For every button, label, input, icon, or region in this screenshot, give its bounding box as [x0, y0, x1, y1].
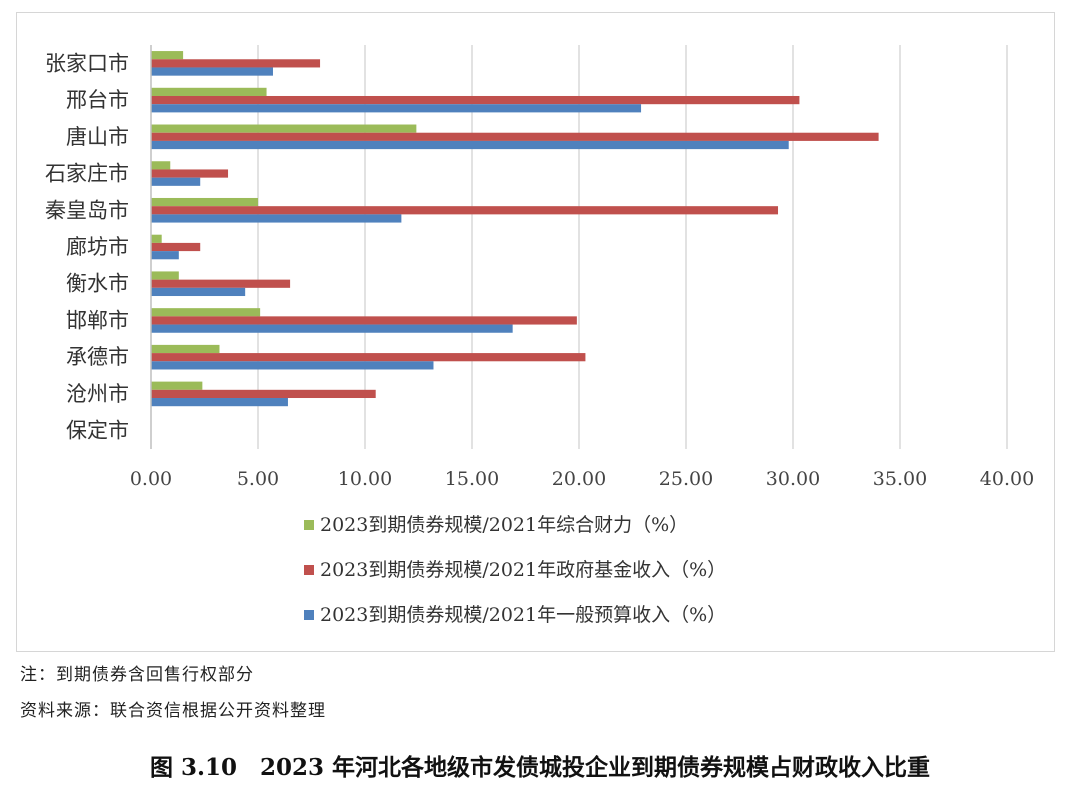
legend: 2023到期债券规模/2021年综合财力（%） 2023到期债券规模/2021年政… — [304, 514, 726, 626]
x-tick-label: 5.00 — [237, 468, 279, 490]
bar — [151, 316, 577, 325]
bar — [151, 51, 184, 60]
bar — [151, 242, 201, 252]
legend-swatch — [304, 610, 314, 620]
bar — [151, 132, 879, 141]
y-category-label: 张家口市 — [45, 51, 129, 75]
bar — [151, 361, 434, 370]
bar — [151, 214, 402, 223]
y-category-label: 保定市 — [66, 419, 129, 443]
x-tick-label: 10.00 — [338, 468, 392, 490]
bars — [151, 51, 879, 407]
bar — [151, 140, 789, 150]
figure-caption: 图 3.10 2023 年河北各地级市发债城投企业到期债券规模占财政收入比重 — [149, 754, 931, 781]
bar — [151, 67, 273, 76]
x-tick-label: 25.00 — [659, 468, 713, 490]
bar — [151, 279, 291, 288]
y-category-label: 邢台市 — [66, 88, 129, 112]
bar — [151, 389, 376, 399]
bar — [151, 59, 321, 68]
legend-label: 2023到期债券规模/2021年综合财力（%） — [320, 514, 688, 536]
bar — [151, 234, 162, 243]
bar — [151, 251, 179, 260]
x-tick-label: 40.00 — [980, 468, 1034, 490]
bar — [151, 206, 779, 215]
bar — [151, 398, 288, 407]
bar — [151, 95, 800, 105]
chart-source: 资料来源：联合资信根据公开资料整理 — [20, 701, 326, 721]
y-category-label: 唐山市 — [66, 125, 129, 149]
x-tick-label: 35.00 — [873, 468, 927, 490]
legend-label: 2023到期债券规模/2021年一般预算收入（%） — [320, 604, 726, 626]
bar — [151, 161, 171, 170]
bar — [151, 197, 258, 207]
x-tick-label: 30.00 — [766, 468, 820, 490]
chart-frame: 张家口市邢台市唐山市石家庄市秦皇岛市廊坊市衡水市邯郸市承德市沧州市保定市 0.0… — [16, 12, 1055, 652]
bar — [151, 104, 642, 113]
y-category-label: 秦皇岛市 — [45, 198, 129, 222]
bar — [151, 344, 220, 354]
y-category-label: 衡水市 — [66, 272, 129, 296]
bar — [151, 287, 246, 297]
x-tick-label: 0.00 — [130, 468, 172, 490]
bar — [151, 87, 267, 96]
bar — [151, 124, 417, 133]
bar — [151, 308, 261, 317]
legend-label: 2023到期债券规模/2021年政府基金收入（%） — [320, 559, 726, 581]
bar — [151, 177, 201, 186]
y-category-label: 石家庄市 — [45, 162, 129, 186]
bar — [151, 324, 513, 333]
y-category-label: 廊坊市 — [66, 235, 129, 259]
x-tick-label: 20.00 — [552, 468, 606, 490]
x-axis: 0.00 5.00 10.00 15.00 20.00 25.00 30.00 35.00 40… — [130, 45, 1034, 490]
chart-note: 注：到期债券含回售行权部分 — [20, 665, 254, 685]
y-category-label: 邯郸市 — [66, 308, 129, 332]
bar — [151, 271, 179, 280]
legend-swatch — [304, 565, 314, 575]
bar — [151, 381, 203, 390]
bar — [151, 353, 586, 362]
y-category-label: 承德市 — [66, 345, 129, 369]
legend-swatch — [304, 520, 314, 530]
y-category-label: 沧州市 — [66, 382, 129, 406]
bar — [151, 169, 229, 178]
x-tick-label: 15.00 — [445, 468, 499, 490]
